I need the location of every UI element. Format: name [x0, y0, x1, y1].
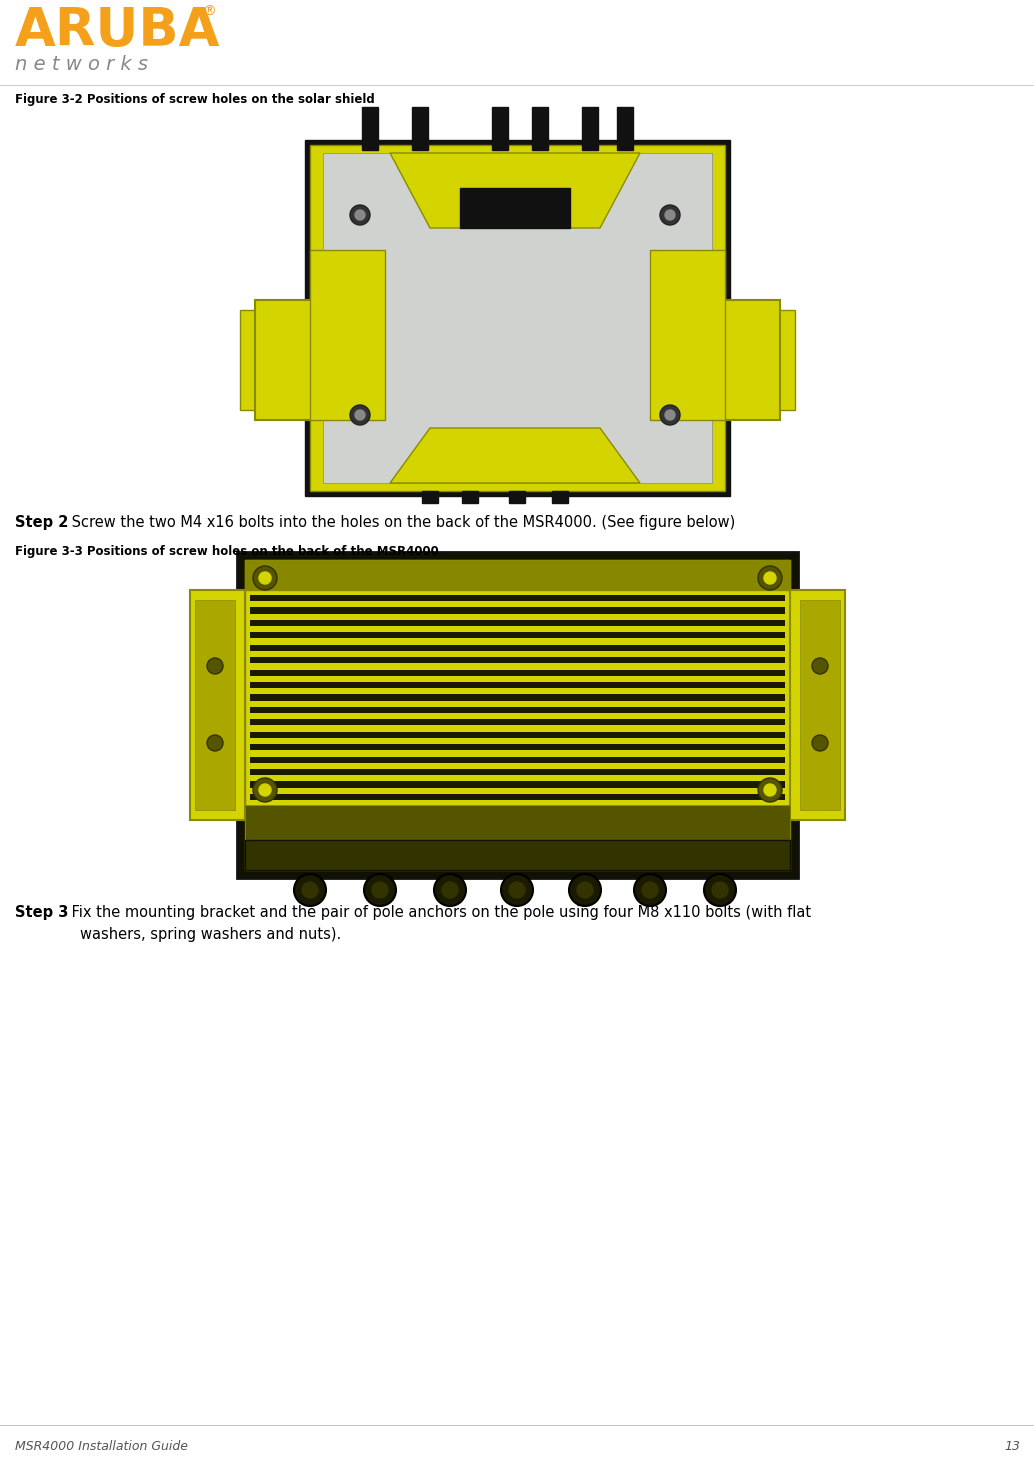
Bar [245, 840, 790, 869]
Bar [509, 491, 525, 503]
Circle shape [812, 735, 828, 751]
Circle shape [302, 882, 318, 899]
Text: n e t w o r k s: n e t w o r k s [16, 56, 148, 75]
Circle shape [712, 882, 728, 899]
Circle shape [349, 205, 370, 225]
Circle shape [660, 405, 680, 425]
Circle shape [665, 210, 675, 221]
Circle shape [294, 874, 326, 906]
Polygon shape [310, 250, 385, 419]
Text: ®: ® [202, 4, 216, 19]
Text: Screw the two M4 x16 bolts into the holes on the back of the MSR4000. (See figur: Screw the two M4 x16 bolts into the hole… [67, 514, 735, 530]
Text: 13: 13 [1004, 1441, 1020, 1454]
Circle shape [434, 874, 466, 906]
Circle shape [665, 411, 675, 419]
Bar [237, 552, 798, 878]
Bar [250, 633, 785, 638]
Bar [245, 560, 790, 590]
Bar [250, 732, 785, 738]
Circle shape [758, 779, 782, 802]
Bar [250, 669, 785, 676]
Bar [250, 757, 785, 763]
Polygon shape [650, 250, 725, 419]
Bar [305, 140, 730, 495]
Circle shape [509, 882, 525, 899]
Bar [245, 560, 790, 869]
Circle shape [569, 874, 601, 906]
Bar [195, 600, 235, 809]
Circle shape [764, 573, 776, 584]
Bar [492, 107, 508, 150]
Circle shape [764, 785, 776, 796]
Circle shape [758, 565, 782, 590]
Text: Step 2: Step 2 [16, 514, 68, 530]
Circle shape [207, 657, 223, 674]
Circle shape [355, 210, 365, 221]
Bar [250, 707, 785, 713]
Polygon shape [390, 428, 640, 484]
Circle shape [501, 874, 533, 906]
Bar [250, 793, 785, 801]
Bar [250, 595, 785, 602]
Bar [250, 619, 785, 627]
Bar [245, 805, 790, 844]
Circle shape [642, 882, 658, 899]
Circle shape [812, 657, 828, 674]
Bar [460, 188, 570, 228]
Bar [250, 744, 785, 751]
Bar [800, 600, 840, 809]
Polygon shape [390, 153, 640, 228]
Circle shape [704, 874, 736, 906]
Text: washers, spring washers and nuts).: washers, spring washers and nuts). [80, 926, 341, 942]
Circle shape [660, 205, 680, 225]
Circle shape [207, 735, 223, 751]
Bar [250, 782, 785, 787]
Bar [720, 300, 780, 419]
Bar [790, 590, 845, 820]
Circle shape [258, 785, 271, 796]
Bar [617, 107, 633, 150]
Bar [422, 491, 438, 503]
Bar [776, 310, 795, 411]
Circle shape [372, 882, 388, 899]
Bar [250, 608, 785, 614]
Bar [310, 145, 725, 491]
Circle shape [258, 573, 271, 584]
Bar [250, 768, 785, 776]
Bar [250, 657, 785, 663]
Circle shape [577, 882, 594, 899]
Bar [582, 107, 598, 150]
Text: Figure 3-2 Positions of screw holes on the solar shield: Figure 3-2 Positions of screw holes on t… [16, 94, 374, 107]
Text: Step 3: Step 3 [16, 904, 68, 920]
Circle shape [634, 874, 666, 906]
Bar [250, 694, 785, 701]
Circle shape [442, 882, 458, 899]
Bar [362, 107, 378, 150]
Bar [255, 300, 315, 419]
Bar [240, 310, 260, 411]
Text: ARUBA: ARUBA [16, 4, 220, 57]
Bar [250, 682, 785, 688]
Bar [552, 491, 568, 503]
Circle shape [355, 411, 365, 419]
Circle shape [253, 565, 277, 590]
Circle shape [349, 405, 370, 425]
Bar [190, 590, 245, 820]
Circle shape [364, 874, 396, 906]
Text: Figure 3-3 Positions of screw holes on the back of the MSR4000: Figure 3-3 Positions of screw holes on t… [16, 545, 438, 558]
Bar [412, 107, 428, 150]
Bar [250, 644, 785, 652]
Circle shape [253, 779, 277, 802]
Bar [533, 107, 548, 150]
Text: Fix the mounting bracket and the pair of pole anchors on the pole using four M8 : Fix the mounting bracket and the pair of… [67, 904, 811, 920]
Text: MSR4000 Installation Guide: MSR4000 Installation Guide [16, 1441, 188, 1454]
Bar [323, 153, 712, 484]
Bar [462, 491, 478, 503]
Bar [250, 719, 785, 726]
